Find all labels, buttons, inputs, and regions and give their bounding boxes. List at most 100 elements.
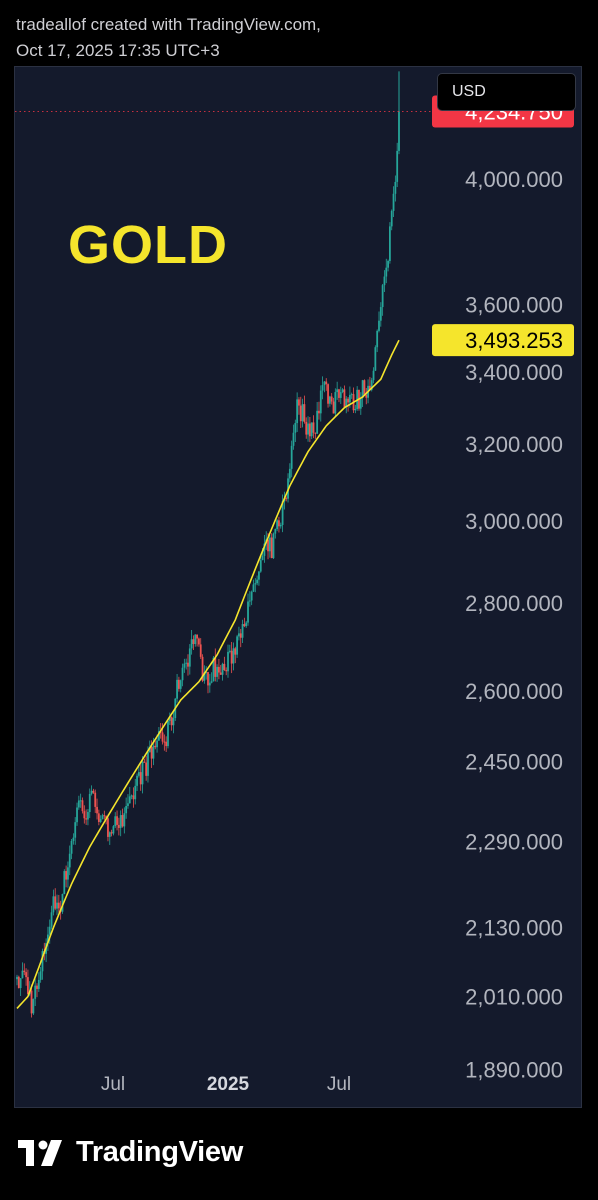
candle-body bbox=[256, 579, 259, 584]
candle-body bbox=[383, 276, 386, 286]
candle-body bbox=[154, 745, 157, 748]
candle-body bbox=[298, 399, 300, 406]
candle-body bbox=[216, 666, 218, 677]
y-tick-label: 2,010.000 bbox=[465, 985, 563, 1010]
candle-body bbox=[296, 399, 299, 424]
candle-body bbox=[303, 404, 306, 422]
candle-body bbox=[278, 520, 280, 527]
candle-body bbox=[259, 560, 262, 572]
candle-body bbox=[378, 320, 380, 331]
candle-body bbox=[101, 815, 104, 820]
candle-body bbox=[152, 745, 155, 759]
candle-body bbox=[199, 644, 202, 657]
candle-body bbox=[248, 600, 251, 602]
candle-body bbox=[305, 421, 308, 435]
candle-body bbox=[250, 591, 253, 601]
candle-body bbox=[170, 716, 173, 726]
candle-body bbox=[327, 384, 329, 404]
candle-body bbox=[165, 741, 168, 747]
candle-body bbox=[301, 404, 304, 422]
candle-body bbox=[330, 396, 333, 402]
candle-body bbox=[252, 584, 255, 592]
candle-body bbox=[336, 389, 339, 393]
candle-body bbox=[132, 795, 135, 800]
candle-body bbox=[245, 622, 248, 627]
candle-body bbox=[359, 398, 362, 409]
tradingview-logo-icon bbox=[18, 1139, 62, 1166]
y-tick-label: 2,130.000 bbox=[465, 916, 563, 941]
candle-body bbox=[232, 648, 235, 664]
tradingview-logo[interactable]: TradingView bbox=[18, 1136, 243, 1169]
candle-body bbox=[225, 670, 228, 672]
candle-body bbox=[288, 468, 291, 479]
currency-selector[interactable]: USD bbox=[437, 73, 576, 111]
y-tick-label: 3,600.000 bbox=[465, 292, 563, 317]
candle-body bbox=[36, 985, 38, 989]
candle-body bbox=[279, 524, 282, 527]
candle-body bbox=[94, 792, 97, 807]
candle-body bbox=[92, 790, 95, 793]
candle-body bbox=[196, 634, 198, 639]
candle-body bbox=[223, 663, 226, 671]
candle-body bbox=[294, 423, 297, 433]
moving-average-group bbox=[15, 110, 432, 1009]
candle-body bbox=[161, 732, 164, 742]
candle-body bbox=[177, 679, 180, 689]
candle-body bbox=[365, 394, 368, 398]
candle-body bbox=[79, 800, 82, 802]
y-axis[interactable]: 4,000.000 3,600.000 3,400.000 3,200.000 3,00… bbox=[465, 167, 563, 1082]
candle-body bbox=[187, 662, 189, 667]
candle-body bbox=[37, 979, 40, 989]
candle-body bbox=[48, 926, 51, 935]
candle-body bbox=[372, 370, 375, 381]
candle-body bbox=[25, 972, 27, 978]
candle-body bbox=[117, 824, 120, 828]
candle-body bbox=[374, 347, 377, 371]
candle-body bbox=[61, 894, 64, 912]
y-tick-label: 2,600.000 bbox=[465, 679, 563, 704]
x-axis[interactable]: Jul 2025 Jul bbox=[101, 1074, 351, 1095]
candle-body bbox=[57, 902, 60, 909]
candle-body bbox=[123, 813, 126, 827]
candle-body bbox=[156, 740, 158, 748]
candle-body bbox=[190, 639, 193, 649]
candle-body bbox=[97, 813, 100, 822]
candle-body bbox=[198, 638, 200, 645]
candle-body bbox=[258, 571, 260, 580]
candle-body bbox=[63, 871, 66, 895]
chart-area[interactable] bbox=[14, 66, 582, 1108]
candle-body bbox=[361, 380, 364, 399]
candle-body bbox=[136, 775, 138, 786]
candle-body bbox=[27, 977, 29, 995]
y-tick-label: 2,450.000 bbox=[465, 749, 563, 774]
moving-average-line bbox=[16, 339, 400, 1009]
candle-body bbox=[114, 816, 117, 827]
candle-body bbox=[88, 793, 91, 813]
candle-body bbox=[52, 896, 55, 913]
candle-body bbox=[110, 832, 113, 834]
candle-body bbox=[148, 747, 151, 753]
candle-body bbox=[325, 381, 328, 385]
candle-body bbox=[236, 636, 239, 655]
candle-body bbox=[263, 543, 266, 556]
candle-body bbox=[74, 822, 77, 838]
candle-body bbox=[207, 672, 209, 686]
candle-body bbox=[141, 761, 144, 785]
candle-body bbox=[208, 682, 211, 686]
candle-body bbox=[112, 826, 115, 834]
candle-body bbox=[17, 976, 20, 989]
candle-body bbox=[299, 405, 302, 422]
x-tick-label: 2025 bbox=[207, 1074, 250, 1095]
candle-body bbox=[392, 193, 395, 211]
candle-body bbox=[157, 731, 160, 741]
candle-body bbox=[139, 772, 142, 785]
candle-body bbox=[227, 651, 229, 672]
candle-body bbox=[328, 396, 331, 404]
candle-body bbox=[321, 385, 324, 391]
candle-body bbox=[312, 422, 315, 433]
candle-body bbox=[127, 803, 129, 806]
y-tick-label: 4,000.000 bbox=[465, 167, 563, 192]
chart-attribution: tradeallof created with TradingView.com,… bbox=[16, 12, 321, 64]
candle-body bbox=[143, 761, 146, 763]
